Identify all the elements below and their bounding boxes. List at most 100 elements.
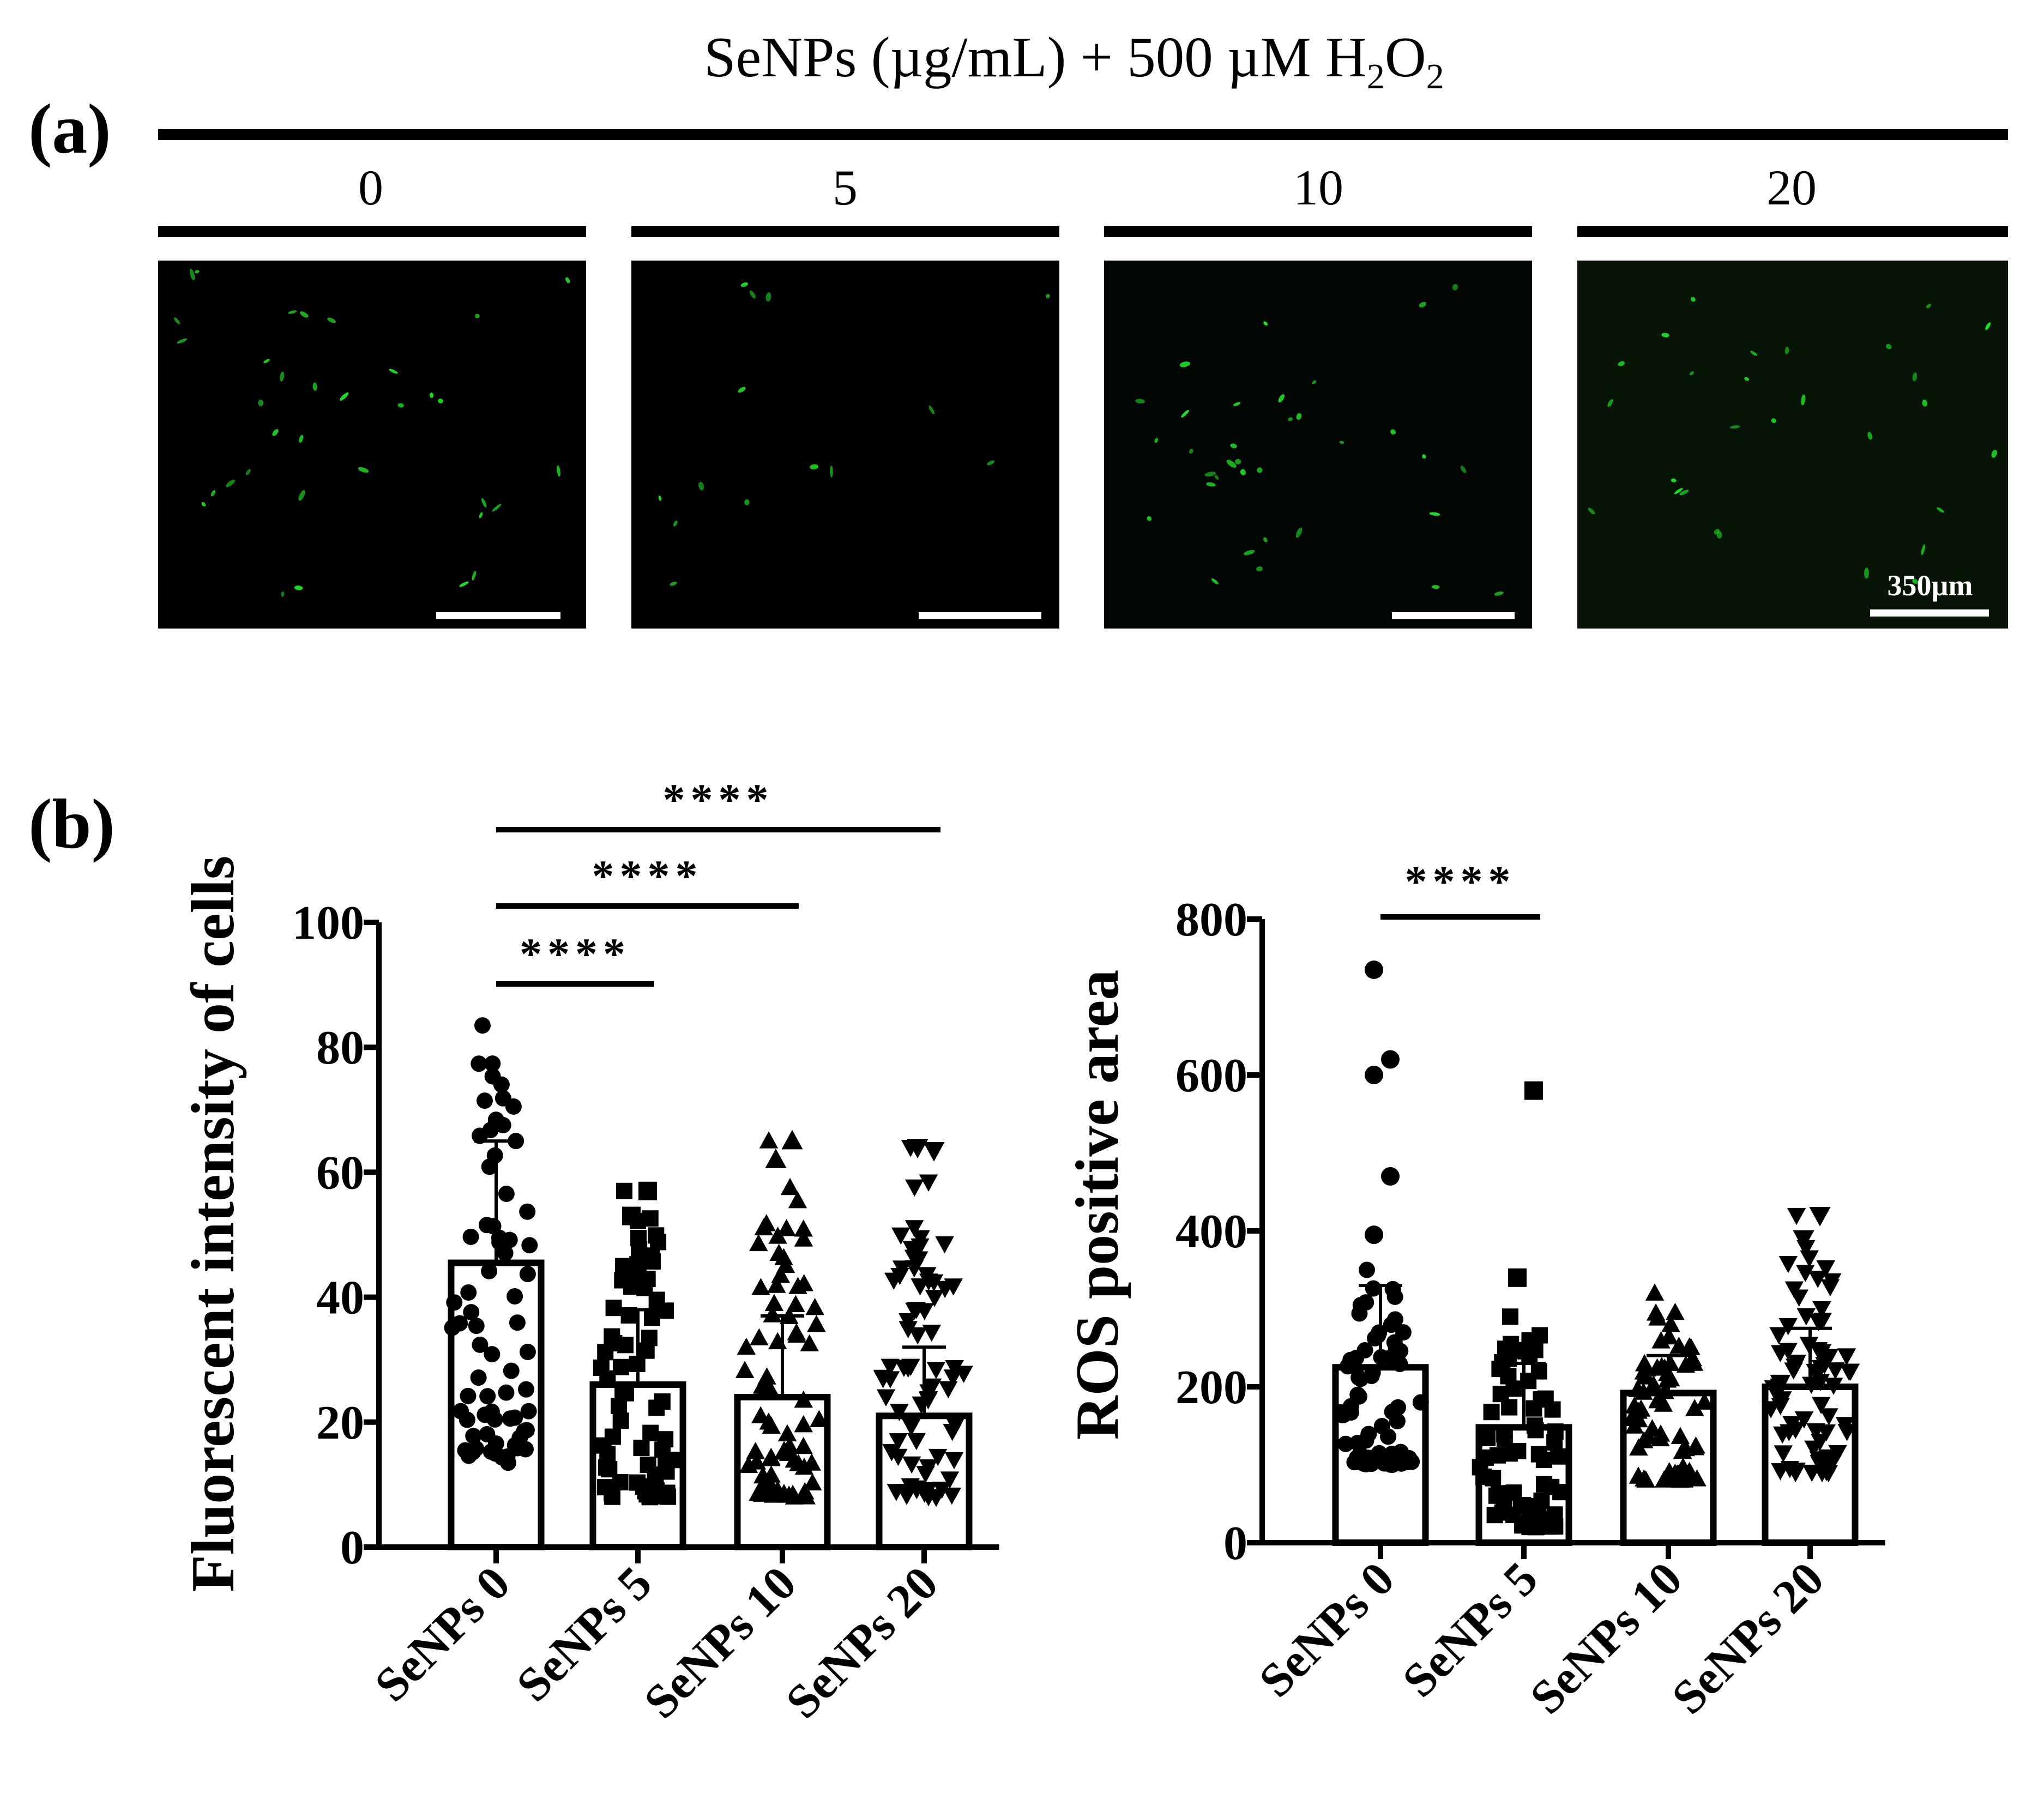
fluorescent-cells-0 [174, 268, 570, 597]
data-point [873, 1369, 893, 1387]
fluorescent-cell [1288, 417, 1293, 421]
scale-bar-label: 350µm [1887, 569, 1973, 602]
fluorescent-cell [1257, 467, 1263, 473]
data-point [1796, 1308, 1816, 1326]
data-point [1784, 1362, 1803, 1380]
scatter-points [1472, 1081, 1569, 1536]
data-point [881, 1358, 900, 1376]
data-point [479, 1388, 496, 1405]
data-point [495, 1090, 511, 1107]
data-point [1655, 1381, 1674, 1399]
data-point [803, 1473, 822, 1491]
data-point [616, 1182, 632, 1199]
fluorescent-cell [1691, 297, 1696, 302]
fluorescent-cell [1985, 322, 1991, 330]
data-point [1384, 1457, 1401, 1473]
data-point [1809, 1207, 1831, 1227]
fluorescent-cell [1422, 454, 1426, 459]
data-point [1546, 1511, 1563, 1527]
data-point [890, 1404, 909, 1421]
data-point [902, 1456, 921, 1474]
treatment-header: SeNPs (µg/mL) + 500 µM H2O2 [704, 25, 1444, 96]
data-point [519, 1203, 536, 1220]
data-point [1778, 1343, 1798, 1361]
data-point [1695, 1392, 1714, 1410]
y-axis-title-ros: ROS positive area [1064, 970, 1131, 1440]
fluorescent-cell [312, 382, 317, 391]
fluorescent-cell [1452, 283, 1458, 291]
data-point [476, 1092, 493, 1109]
data-point [470, 1369, 487, 1386]
data-point [1390, 1399, 1407, 1416]
data-point [1782, 1416, 1801, 1434]
fluorescent-cell [1885, 343, 1892, 349]
fluorescent-cell [481, 498, 487, 508]
significance-label: **** [663, 775, 774, 824]
data-point [884, 1272, 903, 1290]
data-point [746, 1441, 765, 1459]
data-point [1773, 1426, 1792, 1444]
data-point [889, 1448, 908, 1466]
data-point [1767, 1386, 1786, 1404]
data-point [599, 1370, 616, 1387]
fluorescent-cell [1214, 475, 1219, 480]
data-point [463, 1304, 480, 1321]
data-point [944, 1452, 964, 1470]
data-point [483, 1443, 499, 1460]
fluorescent-cell [673, 520, 678, 527]
data-point [1819, 1349, 1839, 1367]
data-point [1486, 1507, 1503, 1524]
data-point [654, 1393, 671, 1410]
fluorescent-cell [1607, 399, 1613, 407]
data-point [926, 1362, 946, 1379]
data-point [648, 1227, 665, 1244]
fluorescent-cell [1147, 516, 1152, 521]
x-category-label: SeNPs 10 [1520, 1553, 1692, 1725]
data-point [776, 1255, 795, 1273]
data-point [923, 1141, 945, 1162]
data-point [908, 1327, 927, 1345]
data-point [481, 1158, 498, 1175]
data-point [612, 1412, 629, 1429]
data-point [498, 1186, 515, 1203]
data-point [1544, 1401, 1561, 1418]
data-point [1381, 1050, 1400, 1069]
data-point [735, 1361, 755, 1378]
fluorescent-cell [1256, 566, 1263, 572]
fluorescent-cell [765, 292, 771, 302]
data-point [1778, 1256, 1798, 1273]
data-point [484, 1346, 501, 1363]
data-point [794, 1457, 814, 1475]
fluorescent-cell [258, 400, 264, 407]
data-point [612, 1474, 629, 1491]
data-point [1826, 1362, 1845, 1380]
data-point [1384, 1281, 1401, 1297]
data-point [754, 1218, 774, 1236]
data-point [1824, 1378, 1843, 1395]
data-point [1808, 1271, 1828, 1288]
data-point [1819, 1408, 1838, 1426]
scale-bar-0 [436, 612, 560, 619]
data-point [1528, 1519, 1544, 1536]
data-point [902, 1418, 921, 1436]
data-point [648, 1291, 665, 1308]
data-point [629, 1256, 646, 1273]
data-point [905, 1220, 924, 1237]
fluorescent-cell [189, 268, 195, 281]
data-point [759, 1131, 779, 1149]
data-point [750, 1328, 769, 1345]
fluorescent-cell [194, 270, 200, 274]
data-point [907, 1251, 928, 1271]
y-tick-label: 200 [1175, 1361, 1247, 1414]
y-tick-label: 40 [316, 1272, 364, 1325]
data-point [907, 1302, 926, 1319]
fluorescent-cell [810, 464, 819, 470]
data-point [509, 1314, 526, 1331]
data-point [788, 1191, 807, 1209]
data-point [765, 1149, 787, 1168]
fluorescent-cell [245, 469, 251, 475]
data-point [1761, 1401, 1781, 1418]
y-tick-label: 600 [1175, 1049, 1247, 1102]
data-point [1796, 1265, 1815, 1282]
data-point [907, 1433, 926, 1451]
